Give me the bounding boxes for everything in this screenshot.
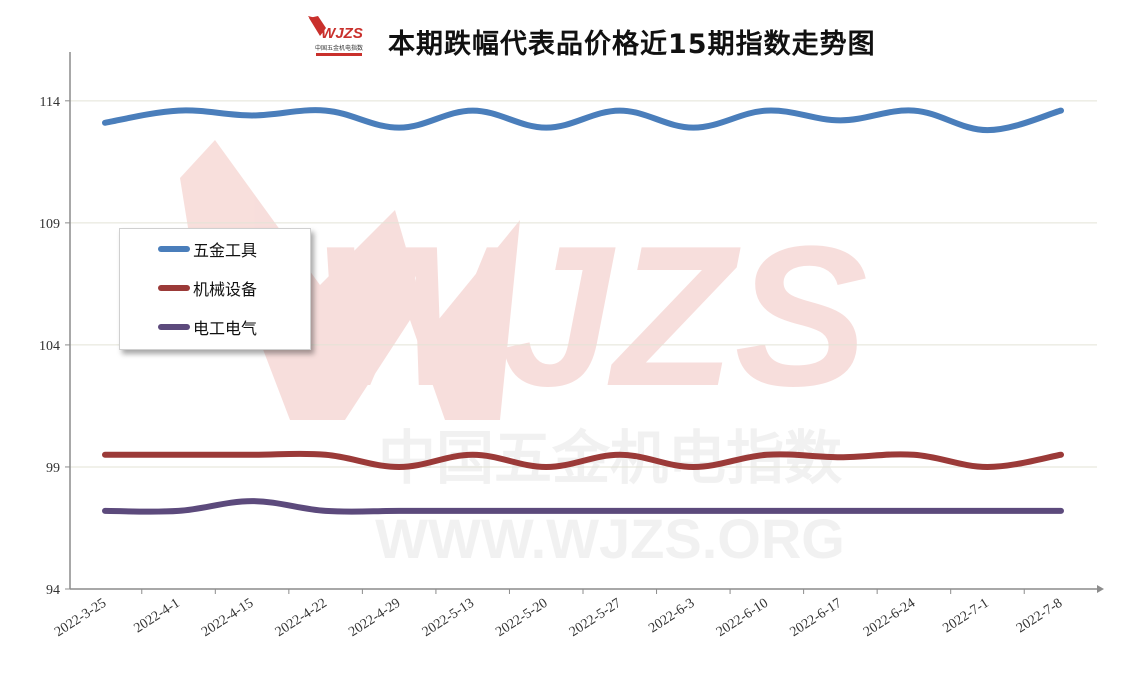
y-tick-label: 114 bbox=[40, 95, 60, 110]
x-tick-label: 2022-4-1 bbox=[132, 596, 183, 637]
wjzs-logo-icon: WJZS 中国五金机电指数 bbox=[308, 16, 363, 56]
series-line-机械设备 bbox=[102, 450, 1064, 470]
legend-swatch bbox=[158, 246, 190, 252]
series-line-五金工具 bbox=[102, 107, 1064, 134]
x-tick-label: 2022-4-29 bbox=[346, 596, 403, 640]
chart-title: 本期跌幅代表品价格近15期指数走势图 bbox=[388, 29, 876, 60]
watermark-brand: WJZS bbox=[312, 205, 868, 428]
watermark-url-text: WWW.WJZS.ORG bbox=[375, 507, 845, 570]
legend-item: 五金工具 bbox=[158, 237, 257, 261]
legend: 五金工具机械设备电工电气 bbox=[119, 228, 311, 350]
y-tick-label: 104 bbox=[39, 339, 60, 354]
y-tick-label: 94 bbox=[46, 583, 60, 598]
series-group bbox=[102, 107, 1064, 515]
svg-text:WJZS: WJZS bbox=[321, 25, 363, 42]
y-tick-label: 99 bbox=[46, 461, 60, 476]
x-tick-label: 2022-6-10 bbox=[714, 596, 771, 640]
x-axis-arrow-icon bbox=[1097, 585, 1104, 593]
legend-label: 五金工具 bbox=[193, 241, 258, 260]
x-tick-label: 2022-6-3 bbox=[646, 596, 697, 637]
legend-swatch bbox=[158, 324, 190, 330]
y-axis-ticks: 94 99 104 109 114 bbox=[39, 95, 70, 598]
x-tick-label: 2022-6-17 bbox=[787, 596, 844, 640]
x-tick-label: 2022-6-24 bbox=[861, 596, 918, 640]
x-tick-label: 2022-5-20 bbox=[493, 596, 550, 640]
x-tick-label: 2022-7-1 bbox=[940, 596, 991, 637]
x-tick-label: 2022-5-13 bbox=[420, 596, 477, 640]
series-line-电工电气 bbox=[102, 498, 1064, 515]
x-tick-label: 2022-5-27 bbox=[567, 596, 624, 640]
title-area: WJZS 中国五金机电指数 本期跌幅代表品价格近15期指数走势图 bbox=[0, 0, 1145, 70]
legend-item: 机械设备 bbox=[158, 276, 257, 300]
y-tick-label: 109 bbox=[39, 217, 60, 232]
x-axis-ticks: 2022-3-25 2022-4-1 2022-4-15 2022-4-22 2022-… bbox=[52, 589, 1065, 640]
watermark: WJZS 中国五金机电指数 WWW.WJZS.ORG bbox=[180, 140, 868, 570]
legend-swatch bbox=[158, 285, 190, 291]
x-tick-label: 2022-3-25 bbox=[52, 596, 109, 640]
x-tick-label: 2022-4-15 bbox=[199, 596, 256, 640]
legend-item: 电工电气 bbox=[158, 315, 257, 339]
svg-text:中国五金机电指数: 中国五金机电指数 bbox=[315, 44, 363, 52]
legend-label: 电工电气 bbox=[193, 319, 258, 338]
watermark-arrow-icon bbox=[180, 140, 520, 420]
x-tick-label: 2022-4-22 bbox=[273, 596, 330, 640]
x-tick-label: 2022-7-8 bbox=[1014, 596, 1065, 637]
legend-label: 机械设备 bbox=[193, 280, 258, 299]
